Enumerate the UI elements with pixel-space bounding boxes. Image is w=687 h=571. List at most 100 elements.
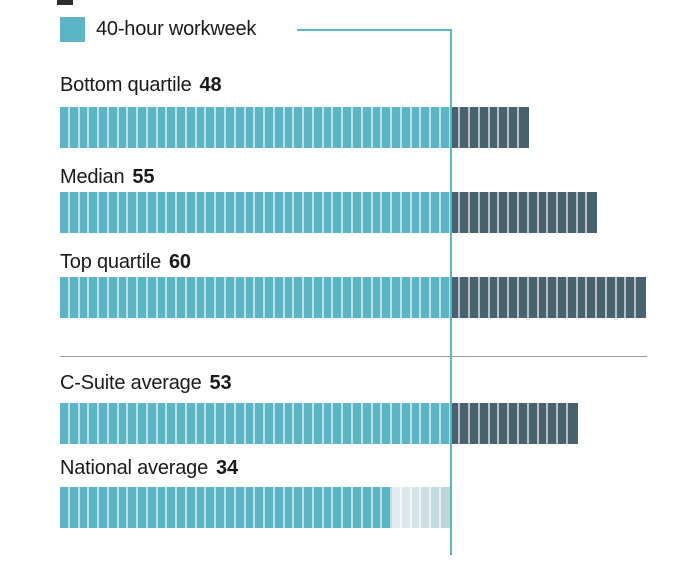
bar-segment-above [460, 107, 471, 148]
bar-segment-above [509, 277, 519, 318]
bar-segment-above [558, 403, 568, 444]
bar-segment-within [118, 487, 129, 528]
bar-segment-within [294, 277, 305, 318]
bar-segment-within [235, 107, 246, 148]
bar-segment-within [284, 107, 295, 148]
bar-segment-within [216, 403, 227, 444]
bar-segment-within [186, 487, 197, 528]
bar-segment-within [60, 107, 70, 148]
bar-segment-within [284, 192, 295, 233]
bar-label: National average 34 [60, 457, 238, 480]
legend: 40-hour workweek [60, 17, 256, 42]
bar-segment-within [382, 192, 393, 233]
bar-segment-above [587, 277, 598, 318]
bar-segment-within [352, 487, 363, 528]
bar-segment-within [392, 107, 402, 148]
bar-segment-remainder [411, 487, 422, 528]
bar-segment-above [558, 192, 568, 233]
bar-segment-within [382, 107, 393, 148]
bar-segment-within [421, 192, 432, 233]
bar-segment-within [411, 107, 422, 148]
bar-segment-remainder [440, 487, 451, 528]
bar-segment-within [245, 107, 256, 148]
bar-segment-within [167, 107, 178, 148]
bar-segment-within [79, 403, 90, 444]
bar-segment-within [362, 403, 373, 444]
bar [60, 403, 578, 444]
bar-segment-within [235, 277, 246, 318]
bar-segment-within [157, 487, 168, 528]
bar-segment-within [147, 107, 158, 148]
crop-artifact [57, 0, 73, 5]
bar-segment-within [284, 487, 295, 528]
bar-segment-within [401, 192, 412, 233]
bar-value: 60 [169, 251, 191, 273]
bar-segment-within [343, 107, 353, 148]
bar-segment-within [216, 487, 227, 528]
bar-segment-within [274, 107, 285, 148]
bar-segment-within [118, 277, 129, 318]
bar-segment-within [177, 487, 187, 528]
bar-segment-above [509, 403, 519, 444]
bar-segment-within [333, 107, 344, 148]
bar-segment-within [79, 192, 90, 233]
bar-segment-within [440, 403, 451, 444]
bar-segment-within [89, 403, 100, 444]
bar-segment-within [177, 192, 187, 233]
bar-segment-above [470, 192, 480, 233]
bar-segment-within [274, 192, 285, 233]
bar-segment-above [489, 403, 500, 444]
bar-segment-within [352, 107, 363, 148]
bar-segment-within [138, 487, 148, 528]
bar-segment-within [372, 487, 383, 528]
bar-segment-within [99, 107, 109, 148]
bar-segment-within [216, 192, 227, 233]
bar-segment-within [186, 107, 197, 148]
bar-segment-above [538, 277, 549, 318]
bar-segment-above [597, 277, 607, 318]
bar-segment-above [499, 403, 510, 444]
bar-segment-within [304, 403, 314, 444]
bar-segment-within [138, 192, 148, 233]
bar-segment-above [626, 277, 637, 318]
bar-segment-within [128, 107, 139, 148]
bar-segment-within [343, 487, 353, 528]
bar-segment-within [108, 192, 119, 233]
bar-segment-within [255, 403, 266, 444]
bar-segment-within [421, 107, 432, 148]
bar-segment-within [167, 403, 178, 444]
bar-segment-within [128, 403, 139, 444]
bar-segment-within [69, 107, 80, 148]
bar-segment-within [235, 403, 246, 444]
bar-segment-within [265, 403, 275, 444]
bar-segment-within [411, 192, 422, 233]
bar-value: 34 [216, 457, 238, 479]
bar-segment-above [548, 403, 559, 444]
bar-label-text: National average [60, 457, 209, 479]
bar-segment-within [186, 403, 197, 444]
bar-segment-within [235, 487, 246, 528]
bar [60, 487, 451, 528]
bar-segment-within [157, 107, 168, 148]
bar-segment-within [274, 487, 285, 528]
bar-segment-within [255, 277, 266, 318]
bar-segment-within [118, 107, 129, 148]
bar-segment-within [323, 487, 334, 528]
bar-segment-within [323, 107, 334, 148]
bar-segment-within [118, 403, 129, 444]
bar-segment-above [460, 403, 471, 444]
bar-segment-within [245, 403, 256, 444]
bar-segment-within [323, 192, 334, 233]
bar-segment-within [79, 487, 90, 528]
bar-value: 48 [199, 74, 222, 96]
bar-label: C-Suite average 53 [60, 372, 232, 395]
bar-segment-within [157, 277, 168, 318]
bar-segment-within [79, 107, 90, 148]
bar-segment-within [304, 192, 314, 233]
bar-segment-within [352, 403, 363, 444]
bar-segment-within [186, 277, 197, 318]
bar-segment-within [372, 107, 383, 148]
bar-segment-within [294, 192, 305, 233]
bar-segment-within [69, 192, 80, 233]
bar [60, 192, 598, 233]
